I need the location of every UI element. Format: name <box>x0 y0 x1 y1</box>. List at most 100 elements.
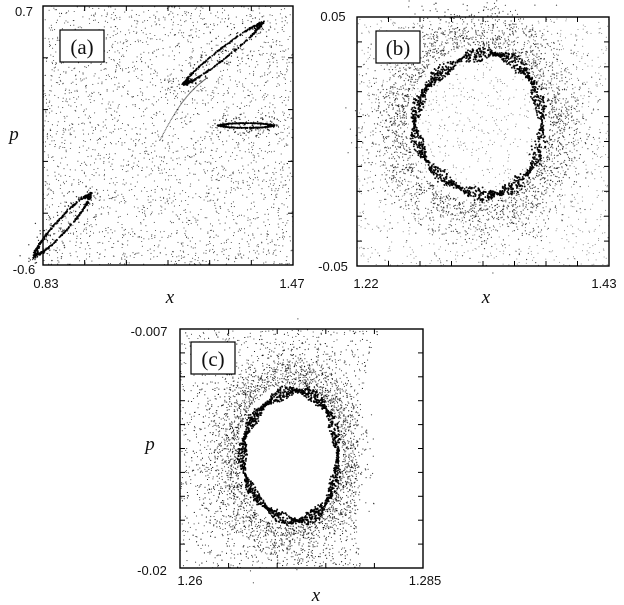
island-point <box>200 74 203 76</box>
island-point <box>221 46 224 48</box>
scatter-point <box>93 168 95 171</box>
scatter-point <box>269 102 271 104</box>
scatter-point <box>216 167 218 169</box>
scatter-point <box>64 128 66 130</box>
scatter-point <box>237 146 239 148</box>
scatter-point <box>162 40 164 42</box>
scatter-point <box>253 157 255 159</box>
scatter-point <box>79 146 81 148</box>
scatter-point <box>277 190 279 192</box>
scatter-point <box>190 156 192 159</box>
scatter-point <box>493 141 495 143</box>
scatter-point <box>505 50 507 52</box>
scatter-point <box>261 54 263 56</box>
scatter-point <box>250 152 253 154</box>
island-point <box>71 206 74 209</box>
scatter-point <box>194 243 197 245</box>
scatter-point <box>268 186 270 188</box>
scatter-point <box>180 213 182 216</box>
scatter-point <box>155 24 157 26</box>
scatter-point <box>275 244 277 246</box>
scatter-point <box>56 130 58 133</box>
scatter-point <box>93 15 95 17</box>
scatter-point <box>239 150 241 152</box>
scatter-point <box>224 115 226 117</box>
scatter-point <box>588 101 590 103</box>
scatter-point <box>570 33 572 35</box>
scatter-point <box>213 251 215 253</box>
scatter-point <box>177 80 179 82</box>
scatter-point <box>239 69 241 71</box>
halo-point <box>202 66 204 68</box>
scatter-point <box>216 178 218 180</box>
scatter-point <box>428 100 430 102</box>
scatter-point <box>150 73 152 75</box>
scatter-point <box>427 143 429 145</box>
scatter-point <box>156 11 158 13</box>
scatter-point <box>237 59 240 62</box>
halo-point <box>241 49 243 51</box>
scatter-point <box>159 24 161 26</box>
scatter-point <box>370 48 372 50</box>
scatter-point <box>42 193 45 195</box>
scatter-point <box>92 232 95 234</box>
scatter-point <box>206 26 208 28</box>
scatter-point <box>369 176 371 178</box>
scatter-point <box>49 128 51 130</box>
scatter-point <box>173 16 175 18</box>
scatter-point <box>163 197 165 199</box>
scatter-point <box>139 40 141 42</box>
scatter-point <box>193 155 195 157</box>
island-point <box>38 254 41 256</box>
halo-point <box>236 32 238 35</box>
scatter-point <box>60 223 62 225</box>
scatter-point <box>89 98 91 101</box>
scatter-point <box>79 237 82 240</box>
scatter-point <box>97 124 99 126</box>
scatter-point <box>566 239 568 241</box>
scatter-point <box>272 61 274 63</box>
scatter-point <box>239 250 241 252</box>
scatter-point <box>547 265 549 267</box>
scatter-point <box>182 242 184 244</box>
scatter-point <box>283 163 285 165</box>
scatter-point <box>212 248 214 250</box>
scatter-point <box>432 108 434 110</box>
scatter-point <box>57 97 59 99</box>
scatter-point <box>589 231 590 233</box>
scatter-point <box>192 25 195 27</box>
scatter-point <box>510 181 512 183</box>
scatter-point <box>106 90 108 92</box>
scatter-point <box>281 56 283 58</box>
scatter-point <box>271 56 273 58</box>
scatter-point <box>275 23 277 25</box>
scatter-point <box>489 210 490 212</box>
scatter-point <box>163 196 165 198</box>
scatter-point <box>89 253 91 255</box>
scatter-point <box>387 151 389 153</box>
scatter-point <box>100 69 102 71</box>
scatter-point <box>124 228 127 230</box>
scatter-point <box>433 232 434 234</box>
scatter-point <box>127 67 130 69</box>
scatter-point <box>53 239 55 241</box>
scatter-point <box>230 180 232 182</box>
scatter-point <box>87 218 89 220</box>
scatter-point <box>138 252 140 254</box>
scatter-point <box>141 212 144 214</box>
scatter-point <box>119 137 121 139</box>
scatter-point <box>278 207 280 209</box>
scatter-point <box>79 164 81 167</box>
scatter-point <box>131 189 133 191</box>
halo-point <box>77 218 80 220</box>
scatter-point <box>168 150 170 152</box>
scatter-point <box>233 206 235 208</box>
halo-point <box>205 54 207 56</box>
scatter-point <box>133 116 135 118</box>
scatter-point <box>141 94 143 96</box>
scatter-point <box>51 61 53 63</box>
scatter-point <box>98 153 100 155</box>
scatter-point <box>279 137 281 139</box>
scatter-point <box>415 255 417 257</box>
scatter-point <box>202 102 204 105</box>
